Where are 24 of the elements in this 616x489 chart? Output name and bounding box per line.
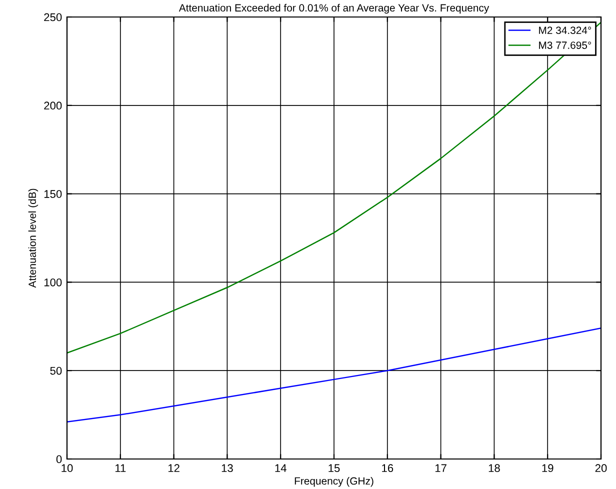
x-tick-label: 14	[275, 464, 286, 472]
y-tick-label: 0	[56, 455, 62, 464]
y-tick-label: 50	[50, 366, 62, 375]
x-tick-label: 13	[222, 464, 233, 472]
x-tick-label: 20	[595, 464, 607, 472]
x-tick-label: 15	[328, 464, 340, 472]
y-tick-label: 100	[44, 278, 62, 286]
x-axis-title: Frequency (GHz)	[294, 476, 374, 487]
y-tick-label: 150	[44, 190, 62, 198]
legend-label: M2 34.324°	[539, 26, 592, 34]
y-axis-title: Attenuation level (dB)	[28, 188, 38, 288]
legend-label: M3 77.695°	[539, 42, 592, 49]
y-tick-label: 200	[44, 102, 62, 110]
x-tick-label: 10	[62, 464, 73, 472]
x-tick-label: 11	[115, 464, 126, 472]
x-tick-label: 17	[435, 464, 446, 472]
chart-title: Attenuation Exceeded for 0.01% of an Average Year Vs. Frequency	[178, 4, 490, 14]
x-tick-label: 16	[382, 464, 394, 472]
x-tick-label: 12	[168, 464, 180, 472]
line-series	[67, 328, 601, 422]
line-series	[67, 22, 601, 354]
x-tick-label: 19	[542, 464, 554, 472]
x-tick-label: 18	[488, 464, 500, 472]
y-tick-label: 250	[44, 13, 62, 22]
